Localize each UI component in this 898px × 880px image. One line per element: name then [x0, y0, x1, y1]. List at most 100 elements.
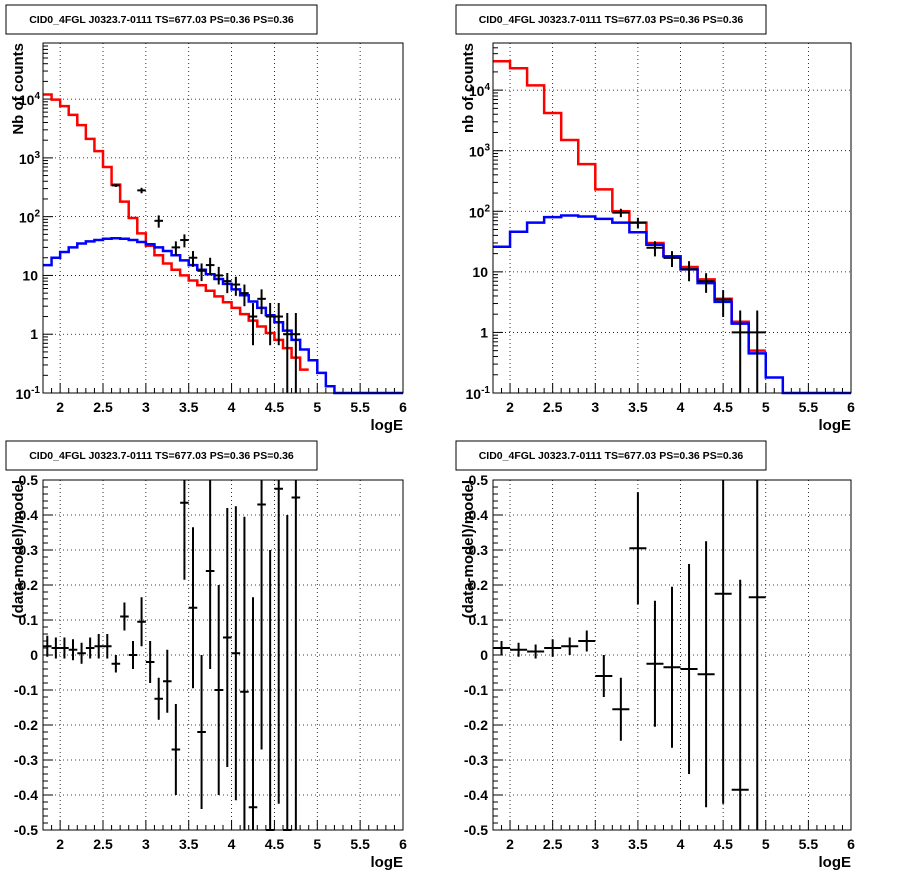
y-tick-label: 0.2: [469, 577, 489, 593]
y-tick-label: -0.2: [14, 717, 38, 733]
chart-panel-4: CID0_4FGL J0323.7-0111 TS=677.03 PS=0.36…: [455, 440, 855, 871]
y-axis-label: (data-model)/model: [10, 480, 27, 618]
y-tick-label: 103: [469, 143, 491, 160]
plot-frame: [42, 479, 404, 831]
chart-title: CID0_4FGL J0323.7-0111 TS=677.03 PS=0.36…: [29, 450, 294, 462]
x-tick-label: 3.5: [628, 836, 648, 852]
title-box: [5, 4, 318, 35]
y-tick-label: 0.4: [19, 507, 39, 523]
x-tick-label: 4.5: [713, 399, 733, 415]
x-tick-label: 2.5: [93, 836, 113, 852]
x-tick-label: 3: [591, 836, 599, 852]
x-tick-label: 2.5: [93, 399, 113, 415]
y-tick-label: 0.4: [469, 507, 489, 523]
y-tick-label: 10: [472, 264, 488, 280]
chart-panel-1: CID0_4FGL J0323.7-0111 TS=677.03 PS=0.36…: [5, 4, 407, 434]
y-tick-label: 0: [480, 647, 488, 663]
y-tick-label: -0.4: [14, 787, 38, 803]
title-box: [455, 4, 767, 35]
x-tick-label: 4.5: [265, 399, 285, 415]
y-tick-label: 1: [30, 326, 38, 342]
x-tick-label: 4.5: [713, 836, 733, 852]
title-box: [5, 440, 318, 471]
x-tick-label: 4: [677, 836, 685, 852]
y-tick-label: 0: [30, 647, 38, 663]
y-tick-label: -0.5: [464, 822, 488, 838]
model-source-line: [493, 214, 851, 395]
x-tick-label: 5.5: [799, 836, 819, 852]
x-tick-label: 5.5: [350, 399, 370, 415]
plot-frame: [492, 42, 852, 394]
y-tick-label: 10-1: [16, 385, 41, 402]
y-tick-label: 0.5: [469, 472, 489, 488]
x-tick-label: 5: [762, 399, 770, 415]
x-axis-label: logE: [819, 854, 852, 871]
x-tick-label: 2: [506, 836, 514, 852]
y-tick-label: -0.4: [464, 787, 488, 803]
y-tick-label: 102: [469, 203, 491, 220]
chart-title: CID0_4FGL J0323.7-0111 TS=677.03 PS=0.36…: [479, 450, 744, 462]
y-tick-label: -0.1: [464, 682, 488, 698]
y-tick-label: 10-1: [466, 385, 491, 402]
y-tick-label: 1: [480, 324, 488, 340]
plot-frame: [492, 479, 852, 831]
chart-panel-3: CID0_4FGL J0323.7-0111 TS=677.03 PS=0.36…: [5, 440, 407, 871]
x-tick-label: 4: [228, 399, 236, 415]
y-tick-label: -0.5: [14, 822, 38, 838]
y-tick-label: -0.2: [464, 717, 488, 733]
x-tick-label: 3: [142, 836, 150, 852]
plot-area: [43, 43, 403, 393]
y-tick-label: -0.3: [464, 752, 488, 768]
x-axis-label: logE: [819, 417, 852, 434]
x-tick-label: 4: [677, 399, 685, 415]
y-tick-label: 104: [469, 82, 491, 99]
chart-panel-2: CID0_4FGL J0323.7-0111 TS=677.03 PS=0.36…: [455, 4, 855, 434]
x-tick-label: 2: [56, 836, 64, 852]
x-tick-label: 6: [847, 399, 855, 415]
x-tick-label: 2: [506, 399, 514, 415]
x-tick-label: 3.5: [628, 399, 648, 415]
x-tick-label: 6: [399, 836, 407, 852]
x-tick-label: 6: [847, 836, 855, 852]
x-tick-label: 2.5: [543, 836, 563, 852]
x-tick-label: 5: [313, 836, 321, 852]
y-tick-label: 104: [19, 91, 41, 108]
y-tick-label: 10: [22, 267, 38, 283]
y-axis-label: Nb of counts: [10, 43, 27, 135]
x-tick-label: 3: [142, 399, 150, 415]
x-tick-label: 5.5: [350, 836, 370, 852]
x-tick-label: 5.5: [799, 399, 819, 415]
y-tick-label: 0.1: [19, 612, 39, 628]
chart-title: CID0_4FGL J0323.7-0111 TS=677.03 PS=0.36…: [479, 14, 744, 26]
x-tick-label: 3: [591, 399, 599, 415]
x-tick-label: 2: [56, 399, 64, 415]
x-axis-label: logE: [371, 417, 404, 434]
y-axis-label: nb of counts: [460, 43, 477, 133]
model-total-line: [43, 93, 309, 371]
y-tick-label: -0.3: [14, 752, 38, 768]
x-tick-label: 5: [313, 399, 321, 415]
y-axis-label: (data-model)/model: [460, 480, 477, 618]
x-tick-label: 3.5: [179, 399, 199, 415]
y-tick-label: 102: [19, 209, 41, 226]
x-axis-label: logE: [371, 854, 404, 871]
title-box: [455, 440, 767, 471]
y-tick-label: 0.3: [469, 542, 489, 558]
y-tick-label: 0.1: [469, 612, 489, 628]
x-tick-label: 4.5: [265, 836, 285, 852]
y-tick-label: 103: [19, 150, 41, 167]
chart-title: CID0_4FGL J0323.7-0111 TS=677.03 PS=0.36…: [29, 14, 294, 26]
y-tick-label: -0.1: [14, 682, 38, 698]
model-source-line: [43, 236, 403, 395]
y-tick-label: 0.5: [19, 472, 39, 488]
x-tick-label: 2.5: [543, 399, 563, 415]
x-tick-label: 4: [228, 836, 236, 852]
x-tick-label: 5: [762, 836, 770, 852]
y-tick-label: 0.3: [19, 542, 39, 558]
x-tick-label: 3.5: [179, 836, 199, 852]
plot-frame: [42, 42, 404, 394]
x-tick-label: 6: [399, 399, 407, 415]
y-tick-label: 0.2: [19, 577, 39, 593]
